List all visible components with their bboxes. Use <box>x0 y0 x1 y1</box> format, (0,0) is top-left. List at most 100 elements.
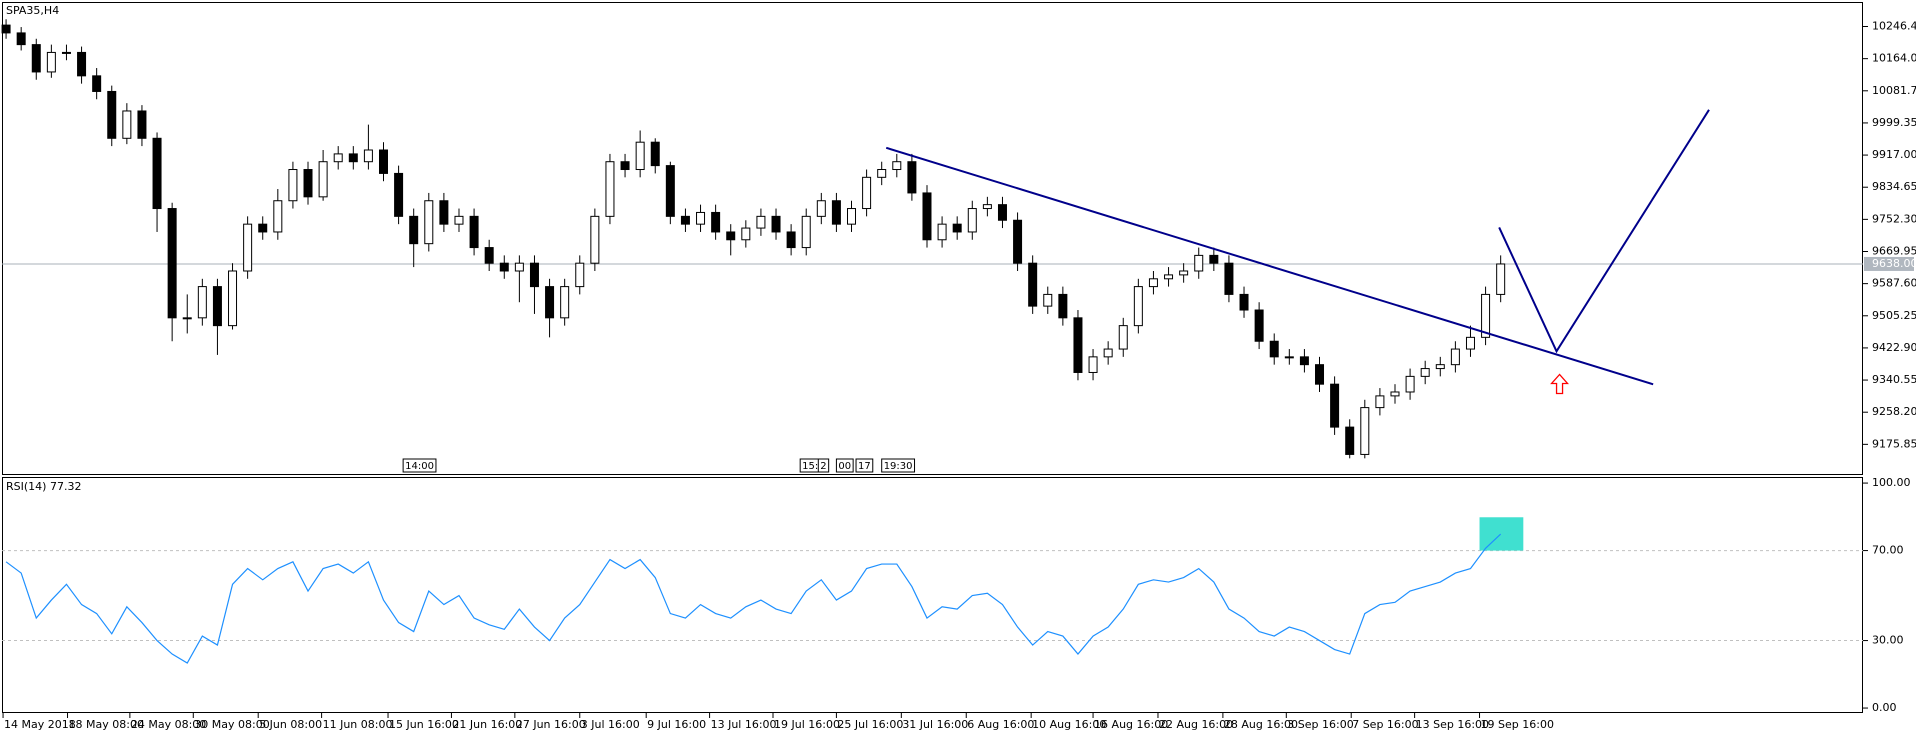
rsi-line <box>5 533 1502 664</box>
candle-body <box>197 286 207 319</box>
candle-body <box>1345 426 1355 455</box>
candle-body <box>529 262 539 288</box>
candle-body <box>922 192 932 241</box>
candle-body <box>348 153 358 163</box>
candle-body <box>816 200 826 217</box>
y-tick-label: 9258.20 <box>1872 405 1916 418</box>
candle-body <box>620 161 630 171</box>
candle-body <box>1103 348 1113 358</box>
candle-body <box>107 90 117 139</box>
candle-body <box>1088 356 1098 373</box>
candle-body <box>590 215 600 264</box>
candle-body <box>61 51 71 54</box>
candle-body <box>243 223 253 272</box>
candle-body <box>288 169 298 202</box>
candle-body <box>424 200 434 245</box>
x-tick-label: 21 Jun 16:00 <box>452 718 522 731</box>
candle-body <box>92 75 102 92</box>
candle-body <box>575 262 585 288</box>
y-tick-label: 9834.65 <box>1872 180 1916 193</box>
candle-body <box>1420 368 1430 377</box>
candle-body <box>469 215 479 249</box>
candle-body <box>1164 274 1174 280</box>
x-tick-label: 19 Jul 16:00 <box>774 718 840 731</box>
candle-body <box>1013 219 1023 264</box>
candle-body <box>711 211 721 233</box>
candle-body <box>997 204 1007 221</box>
candle-body <box>650 141 660 167</box>
candle-body <box>394 172 404 217</box>
x-tick-label: 11 Jun 08:00 <box>323 718 393 731</box>
time-marker-box <box>835 458 854 473</box>
candle-body <box>1043 293 1053 307</box>
x-tick-label: 19 Sep 16:00 <box>1481 718 1554 731</box>
candle-body <box>771 215 781 233</box>
time-marker-label: 15: <box>802 461 818 472</box>
candle-body <box>1375 395 1385 409</box>
up-arrow <box>1550 373 1569 395</box>
candle-body <box>514 262 524 272</box>
candle-body <box>1194 254 1204 272</box>
candle-body <box>665 165 675 217</box>
candle-body <box>756 215 766 229</box>
candle-body <box>786 231 796 249</box>
candle-body <box>831 200 841 225</box>
candle-body <box>1496 263 1506 295</box>
candle-body <box>499 262 509 272</box>
candle-body <box>1360 407 1370 455</box>
candle-body <box>1133 286 1143 327</box>
time-marker-box <box>855 458 874 473</box>
candle-body <box>907 161 917 194</box>
candle-body <box>1330 383 1340 428</box>
candle-body <box>303 169 313 198</box>
candle-body <box>1148 278 1158 288</box>
candle-body <box>1435 364 1445 370</box>
candle-body <box>1028 262 1038 307</box>
candle-body <box>680 215 690 225</box>
candle-body <box>1254 309 1264 342</box>
y-tick-label: 9752.30 <box>1872 212 1916 225</box>
candle-body <box>1 24 11 34</box>
price-panel-frame <box>2 2 1863 475</box>
candle-body <box>122 110 132 139</box>
time-marker-label: 00 <box>838 461 851 472</box>
x-tick-label: 14 May 2018 <box>4 718 76 731</box>
candle-body <box>862 176 872 210</box>
candle-body <box>1179 270 1189 276</box>
candle-body <box>182 317 192 320</box>
candle-body <box>560 286 570 319</box>
x-tick-label: 7 Sep 16:00 <box>1352 718 1418 731</box>
candle-body <box>937 223 947 241</box>
candle-body <box>333 153 343 163</box>
candle-body <box>892 161 902 171</box>
last-price-box <box>1864 256 1914 271</box>
candle-body <box>1481 293 1491 338</box>
x-tick-label: 18 May 08:00 <box>69 718 144 731</box>
x-tick-label: 28 Aug 16:00 <box>1224 718 1298 731</box>
rsi-title: RSI(14) 77.32 <box>6 480 81 493</box>
last-price-label: 9638.00 <box>1872 257 1916 270</box>
candle-body <box>409 215 419 245</box>
candle-body <box>273 200 283 233</box>
y-tick-label: 9669.95 <box>1872 244 1916 257</box>
candle-body <box>31 44 41 73</box>
x-tick-label: 16 Aug 16:00 <box>1094 718 1168 731</box>
candle-body <box>847 208 857 225</box>
candle-body <box>1239 293 1249 311</box>
x-tick-label: 5 Jun 08:00 <box>259 718 322 731</box>
y-tick-label: 0.00 <box>1872 701 1897 714</box>
candle-body <box>1315 364 1325 385</box>
y-tick-label: 9587.60 <box>1872 277 1916 290</box>
candle-body <box>741 227 751 241</box>
candle-body <box>952 223 962 233</box>
candle-body <box>1465 336 1475 350</box>
y-tick-label: 9340.55 <box>1872 373 1916 386</box>
candle-body <box>635 141 645 171</box>
x-tick-label: 24 May 08:00 <box>131 718 206 731</box>
candle-body <box>545 286 555 319</box>
x-tick-label: 27 Jun 16:00 <box>516 718 586 731</box>
y-tick-label: 70.00 <box>1872 544 1904 557</box>
time-marker-label: 17 <box>858 461 871 472</box>
